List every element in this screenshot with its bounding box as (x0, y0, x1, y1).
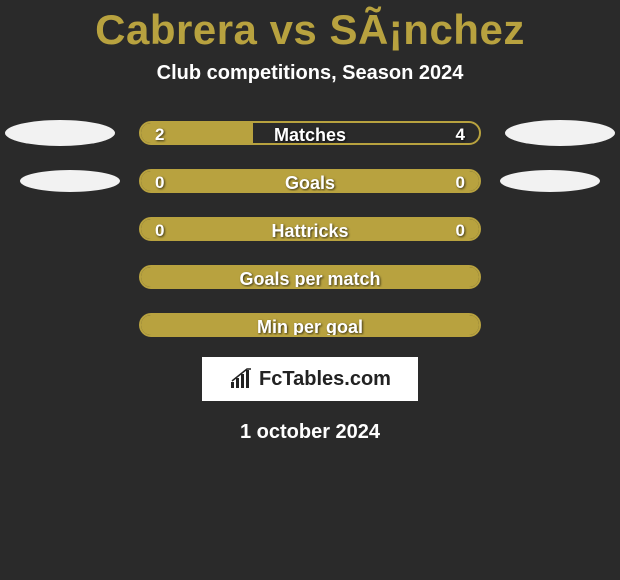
page-title: Cabrera vs SÃ¡nchez (95, 6, 525, 54)
stat-row: Min per goal (0, 313, 620, 337)
stat-row: Goals per match (0, 265, 620, 289)
chart-icon (229, 368, 255, 390)
brand-badge: FcTables.com (202, 357, 418, 401)
stat-bar: Goals per match (139, 265, 481, 289)
stat-bar: Min per goal (139, 313, 481, 337)
subtitle: Club competitions, Season 2024 (157, 62, 464, 85)
stat-bar: Goals00 (139, 169, 481, 193)
brand-text: FcTables.com (259, 368, 391, 391)
stat-row: Goals00 (0, 169, 620, 193)
player-left-ellipse (20, 170, 120, 192)
date-line: 1 october 2024 (240, 421, 380, 444)
bar-left-fill (141, 123, 253, 143)
bar-left-fill (141, 219, 479, 239)
stat-bar: Hattricks00 (139, 217, 481, 241)
stats-list: Matches24 Goals00 Hattricks00 Goals per mat… (0, 121, 620, 337)
player-left-ellipse (5, 120, 115, 146)
comparison-infographic: Cabrera vs SÃ¡nchez Club competitions, S… (0, 0, 620, 444)
stat-row: Matches24 (0, 121, 620, 145)
player-right-ellipse (500, 170, 600, 192)
player-right-ellipse (505, 120, 615, 146)
bar-left-fill (141, 171, 479, 191)
bar-left-fill (141, 315, 479, 335)
stat-row: Hattricks00 (0, 217, 620, 241)
bar-right-fill (253, 123, 479, 143)
bar-left-fill (141, 267, 479, 287)
stat-bar: Matches24 (139, 121, 481, 145)
